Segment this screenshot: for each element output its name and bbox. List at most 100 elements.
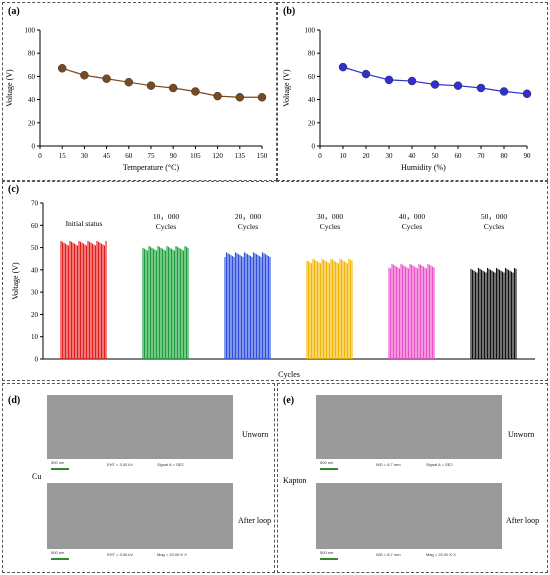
x-tick-label: 45 — [103, 152, 111, 160]
wd-text: WD = 8.7 mm — [376, 552, 401, 557]
bar-group-label: Cycles — [484, 222, 504, 231]
panel-a-frame — [2, 2, 277, 181]
y-tick-label: 100 — [25, 27, 36, 35]
sem-image-kapton-unworn: 500 nm WD = 8.7 mm Signal A = SE2 — [316, 395, 502, 473]
scale-bar — [51, 558, 69, 560]
data-point — [257, 93, 267, 102]
wd-text: WD = 8.7 mm — [376, 462, 401, 467]
y-tick-label: 40 — [308, 96, 316, 104]
y-tick-label: 30 — [31, 289, 39, 297]
bar-group-label: 50，000 — [481, 212, 507, 221]
y-tick-label: 60 — [31, 222, 39, 230]
data-point — [168, 83, 178, 93]
x-axis-label: Humidity (%) — [401, 163, 446, 172]
y-tick-label: 40 — [31, 266, 39, 274]
material-label-cu: Cu — [32, 472, 42, 481]
panel-label-e: (e) — [283, 395, 295, 406]
chart-cycles: 0 10 20 30 40 50 60 70 Cycles Voltage (V) Initial … — [11, 200, 535, 379]
y-tick-label: 0 — [312, 143, 316, 151]
y-tick-label: 80 — [28, 50, 36, 58]
bar-group-label: 10，000 — [153, 212, 179, 221]
y-tick-label: 20 — [308, 119, 316, 127]
y-tick-label: 100 — [305, 27, 316, 35]
chart-humidity: 0 10 20 30 40 50 60 70 80 90 0 20 40 60 80 100 Humidity … — [282, 27, 532, 172]
data-point — [124, 77, 134, 87]
x-axis-label: Cycles — [278, 370, 300, 379]
eht-text: EHT = 3.00 kV — [107, 462, 134, 467]
y-axis-label: Voltage (V) — [5, 69, 14, 107]
chart-temperature: 0 15 30 45 60 75 90 105 120 135 150 0 20 40 60 80 100 Tem… — [5, 27, 268, 173]
bar-group-label: Cycles — [320, 222, 340, 231]
scale-text: 500 nm — [51, 550, 65, 555]
y-tick-label: 60 — [28, 73, 36, 81]
data-point — [361, 69, 371, 79]
signal-text: Signal A = SE2 — [157, 462, 184, 467]
x-tick-label: 30 — [81, 152, 89, 160]
data-point — [476, 83, 486, 93]
bar-group-label: 40，000 — [399, 212, 425, 221]
y-tick-label: 0 — [32, 143, 36, 151]
sem-image-kapton-after-loop: 500 nm WD = 8.7 mm Mag = 20.00 K X — [316, 483, 502, 563]
scale-bar — [320, 468, 338, 470]
data-point — [235, 93, 245, 102]
data-point — [499, 87, 509, 96]
scale-text: 500 nm — [320, 550, 334, 555]
sem-info-bar: 500 nm EHT = 3.00 kV Mag = 20.00 K X — [47, 549, 233, 563]
label-unworn-e: Unworn — [508, 430, 535, 439]
x-tick-label: 50 — [432, 152, 440, 160]
sem-info-bar: 500 nm WD = 8.7 mm Signal A = SE2 — [316, 459, 502, 473]
scale-text: 500 nm — [51, 460, 65, 465]
panel-label-c: (c) — [8, 184, 20, 195]
scale-bar — [320, 558, 338, 560]
x-tick-label: 135 — [235, 152, 246, 160]
sem-image-cu-after-loop: 500 nm EHT = 3.00 kV Mag = 20.00 K X — [47, 483, 233, 563]
bar-group-label: Cycles — [238, 222, 258, 231]
panel-e-frame — [277, 383, 548, 573]
x-tick-label: 105 — [190, 152, 201, 160]
bar-group-label: Cycles — [156, 222, 176, 231]
y-tick-label: 20 — [28, 119, 36, 127]
panel-label-a: (a) — [8, 6, 20, 17]
sem-info-bar: 500 nm WD = 8.7 mm Mag = 20.00 K X — [316, 549, 502, 563]
x-tick-label: 150 — [257, 152, 268, 160]
data-point — [80, 70, 89, 80]
bar-group-label: 30，000 — [317, 212, 343, 221]
x-tick-label: 10 — [340, 152, 348, 160]
x-tick-label: 90 — [524, 152, 532, 160]
data-point — [338, 62, 348, 72]
bar-group-label: 20，000 — [235, 212, 261, 221]
data-point — [146, 81, 156, 90]
scale-text: 500 nm — [320, 460, 334, 465]
data-point — [453, 81, 463, 90]
x-tick-label: 40 — [409, 152, 417, 160]
x-tick-label: 80 — [501, 152, 509, 160]
x-tick-label: 60 — [455, 152, 463, 160]
y-tick-label: 20 — [31, 311, 39, 319]
x-tick-label: 70 — [478, 152, 486, 160]
y-axis-label: Voltage (V) — [11, 262, 20, 300]
y-tick-label: 10 — [31, 333, 39, 341]
mag-text: Mag = 20.00 K X — [426, 552, 456, 557]
data-point — [430, 80, 440, 89]
panel-label-d: (d) — [8, 395, 21, 406]
panel-c-frame — [2, 181, 548, 381]
data-point — [384, 75, 394, 85]
scale-bar — [51, 468, 69, 470]
data-point — [57, 64, 67, 73]
panel-d-frame — [2, 383, 275, 573]
data-point — [407, 76, 417, 86]
y-axis-label: Voltage (V) — [282, 69, 291, 107]
x-tick-label: 20 — [363, 152, 371, 160]
panel-b-frame — [277, 2, 548, 181]
label-after-loop-d: After loop — [238, 516, 272, 525]
y-tick-label: 50 — [31, 244, 39, 252]
data-point — [102, 74, 111, 83]
series-line — [62, 67, 262, 98]
mag-text: Mag = 20.00 K X — [157, 552, 187, 557]
x-tick-label: 30 — [386, 152, 394, 160]
y-tick-label: 80 — [308, 50, 316, 58]
eht-text: EHT = 3.00 kV — [107, 552, 134, 557]
label-unworn-d: Unworn — [242, 430, 269, 439]
data-point — [213, 91, 222, 101]
bar-group-label: Initial status — [66, 219, 103, 228]
